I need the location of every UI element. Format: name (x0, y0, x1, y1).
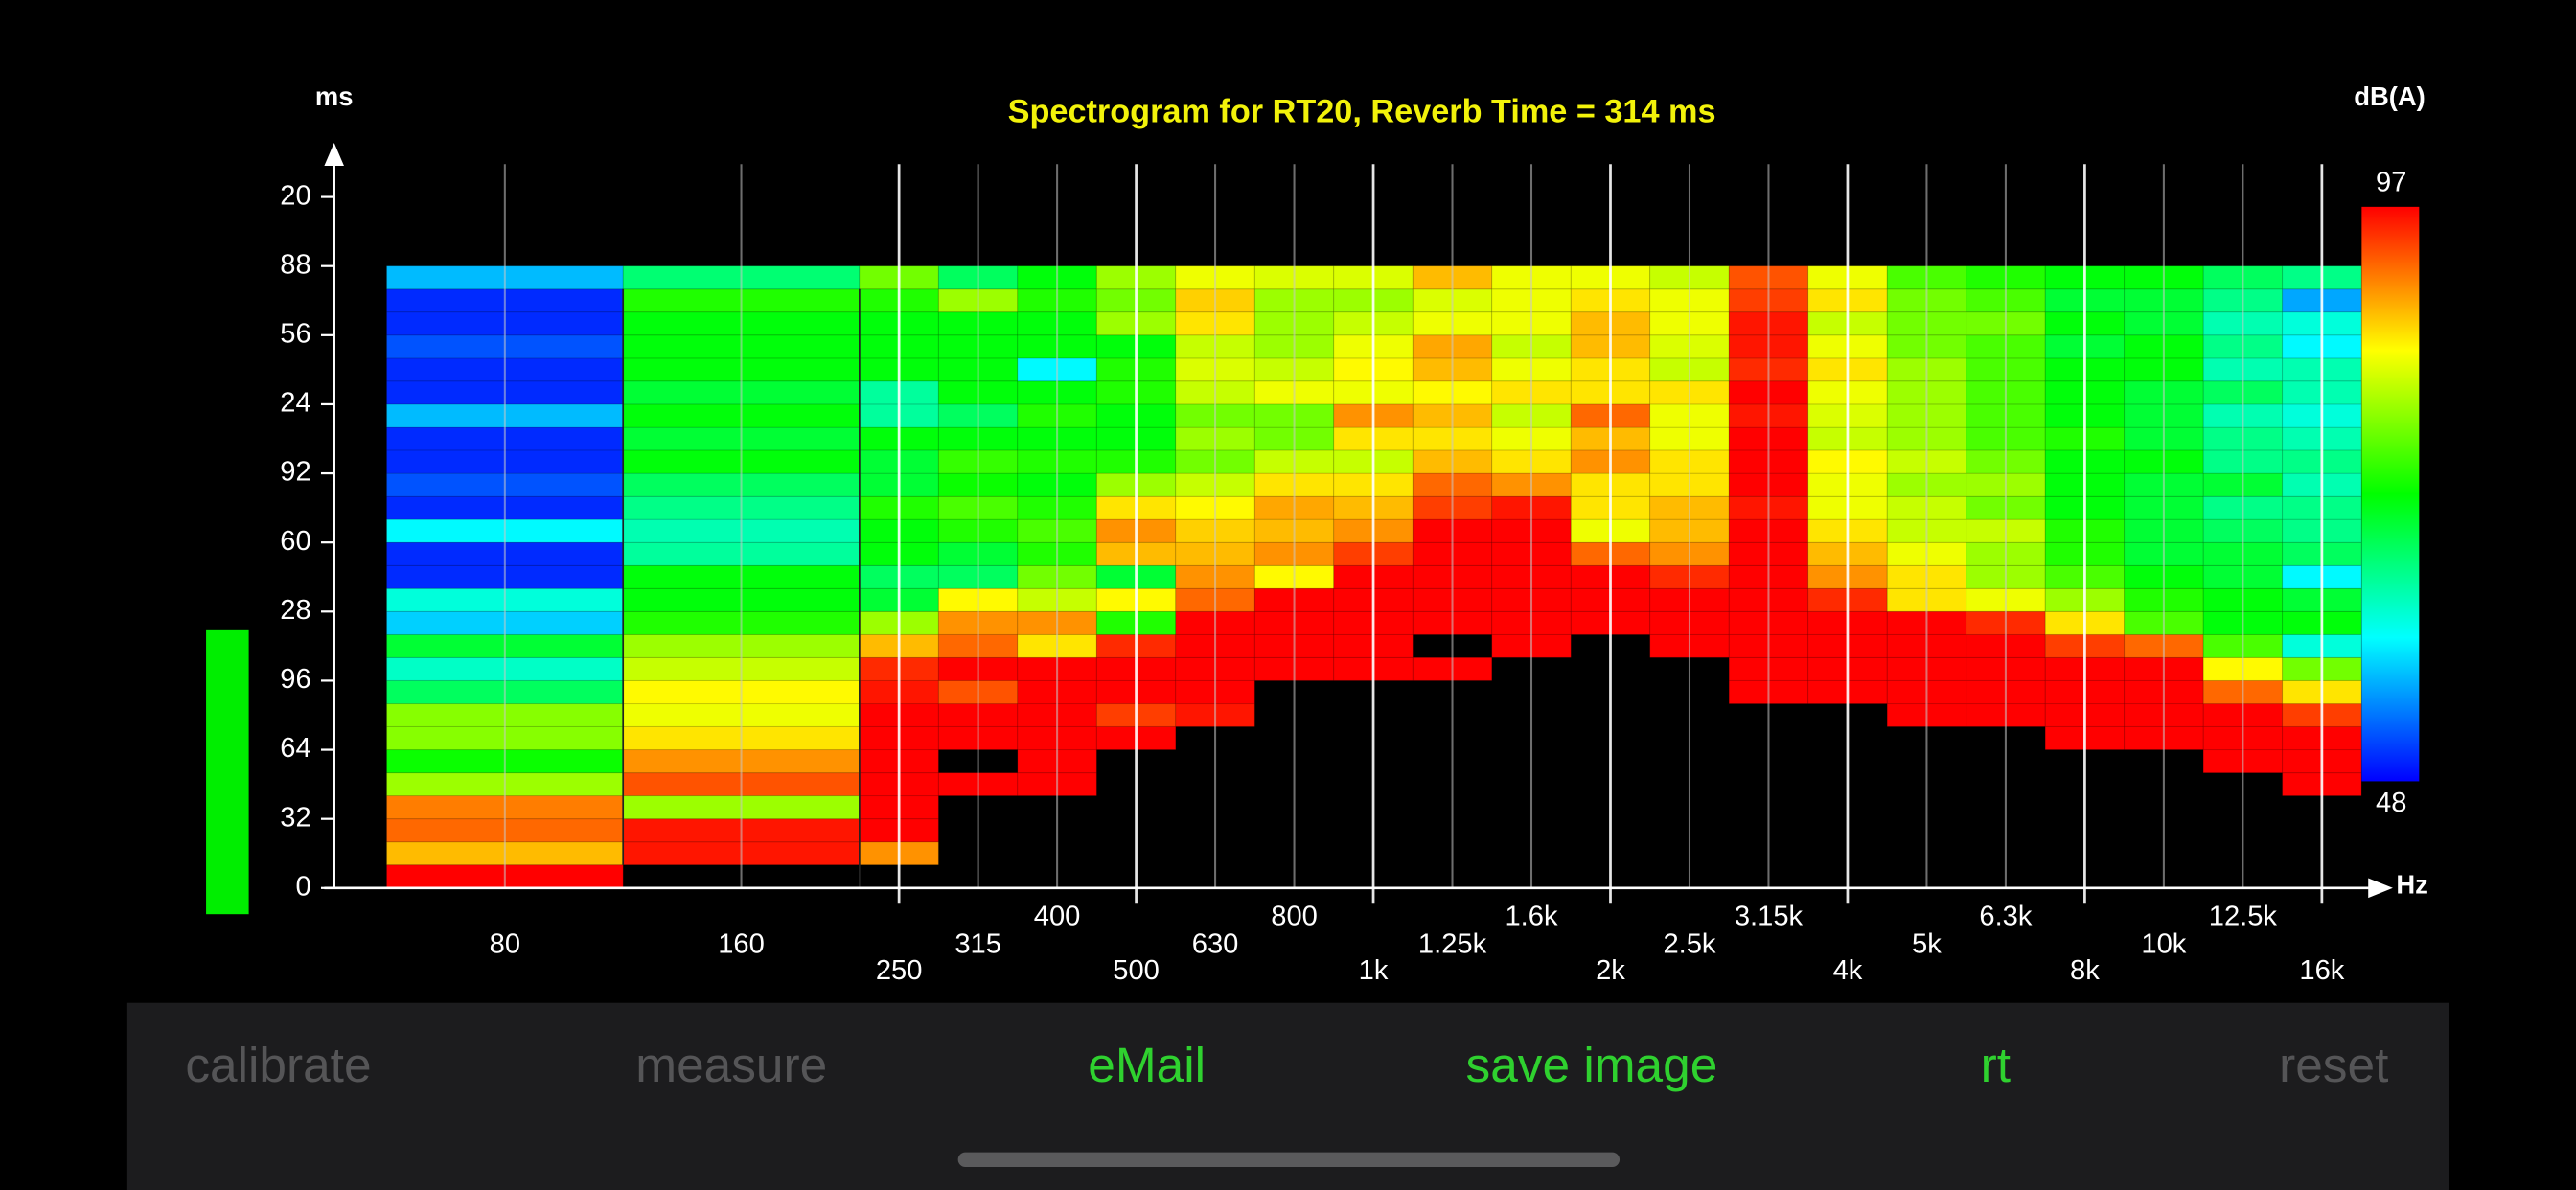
toolbar-button[interactable]: measure (635, 1037, 827, 1092)
toolbar-button[interactable]: reset (2279, 1037, 2388, 1092)
x-tick-label: 1.25k (1418, 928, 1487, 959)
x-tick-label: 500 (1113, 955, 1160, 986)
level-meter (206, 629, 249, 915)
x-tick-label: 3.15k (1735, 901, 1804, 931)
colorbar (2361, 206, 2420, 782)
toolbar-button[interactable]: save image (1466, 1037, 1718, 1092)
x-tick-label: 630 (1192, 928, 1239, 959)
x-tick-label: 400 (1034, 901, 1081, 931)
y-tick-label: 20 (280, 180, 310, 211)
y-tick-label: 28 (280, 595, 310, 626)
colorbar-min-label: 48 (2376, 788, 2406, 818)
toolbar-button[interactable]: rt (1981, 1037, 2011, 1092)
axes: 80 160 250 315 400 500 630 800 1k 1.25k 1.6k 2k 2.5k… (280, 143, 2420, 986)
x-tick-label: 800 (1271, 901, 1318, 931)
y-tick-label: 0 (296, 871, 311, 902)
x-axis-label: Hz (2396, 869, 2427, 899)
x-tick-label: 1.6k (1505, 901, 1557, 931)
y-tick-label: 24 (280, 388, 310, 419)
y-tick-label: 88 (280, 249, 310, 280)
x-tick-label: 6.3k (1979, 901, 2032, 931)
x-tick-label: 12.5k (2209, 901, 2278, 931)
x-axis-arrow (2368, 878, 2393, 899)
x-tick-label: 5k (1912, 928, 1942, 959)
colorbar-max-label: 97 (2376, 168, 2406, 198)
x-tick-label: 315 (954, 928, 1001, 959)
x-tick-label: 250 (876, 955, 923, 986)
chart-title: Spectrogram for RT20, Reverb Time = 314 … (1008, 93, 1716, 129)
x-tick-label: 16k (2299, 955, 2344, 986)
y-axis-label: ms (315, 81, 354, 111)
toolbar-button[interactable]: eMail (1088, 1037, 1206, 1092)
y-tick-label: 92 (280, 457, 310, 488)
x-tick-label: 2k (1596, 955, 1625, 986)
y-tick-label: 96 (280, 664, 310, 695)
y-tick-label: 64 (280, 733, 310, 764)
x-tick-label: 160 (718, 928, 765, 959)
home-indicator (957, 1152, 1621, 1168)
toolbar-button[interactable]: calibrate (185, 1037, 371, 1092)
colorbar-label: dB(A) (2354, 81, 2426, 111)
x-tick-label: 4k (1833, 955, 1863, 986)
x-tick-label: 2.5k (1663, 928, 1715, 959)
y-tick-label: 56 (280, 319, 310, 350)
x-tick-label: 1k (1359, 955, 1389, 986)
y-axis-arrow (324, 143, 344, 167)
y-tick-label: 60 (280, 526, 310, 557)
y-tick-label: 32 (280, 802, 310, 833)
x-tick-label: 8k (2070, 955, 2100, 986)
x-tick-label: 10k (2141, 928, 2186, 959)
x-tick-label: 80 (490, 928, 520, 959)
